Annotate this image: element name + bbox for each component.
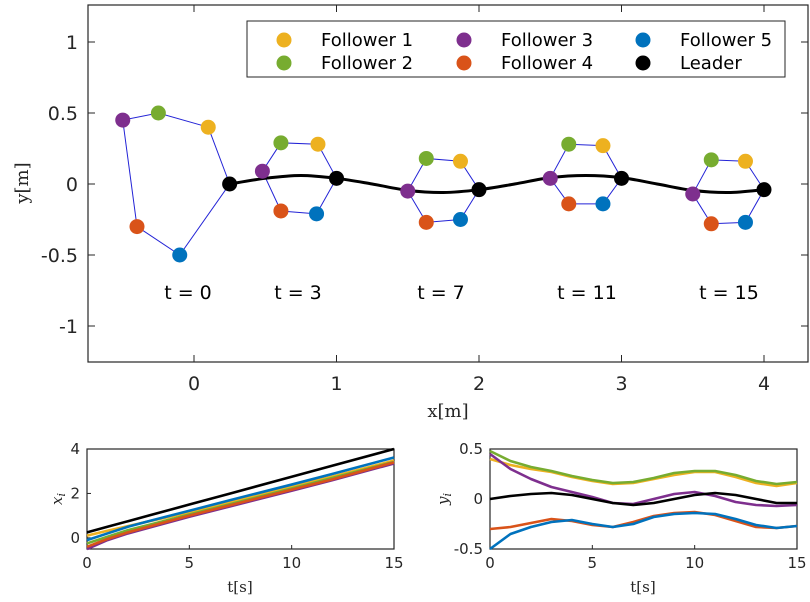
leader-point <box>222 176 238 192</box>
time-annotation: t = 0 <box>164 282 212 304</box>
main-x-tick-label: 1 <box>330 373 342 395</box>
x-plot-x-tick-label: 0 <box>82 554 92 572</box>
legend-label: Follower 4 <box>501 53 593 74</box>
x-plot-y-tick-label: 0 <box>70 529 80 547</box>
x-plot-y-label: xi <box>48 493 68 505</box>
main-x-tick-label: 4 <box>758 373 770 395</box>
y-plot-series-follower5 <box>489 511 798 551</box>
legend-marker <box>635 32 651 48</box>
legend-marker <box>456 32 472 48</box>
legend-label: Follower 3 <box>501 30 593 51</box>
legend-label: Follower 2 <box>321 53 413 74</box>
x-position-plot: 0 5 10 15 4 2 0 t[s] xi <box>48 440 404 596</box>
x-plot-series-follower5 <box>86 456 395 542</box>
x-plot-x-tick-label: 5 <box>185 554 195 572</box>
follower-4-point <box>418 214 434 230</box>
y-plot-y-tick-label: 0.5 <box>459 440 483 458</box>
y-plot-series-follower3 <box>489 452 798 508</box>
legend-box <box>246 20 786 78</box>
x-plot-x-tick-label: 15 <box>384 554 403 572</box>
follower-2-point <box>418 150 434 166</box>
main-y-tick-label: -1 <box>59 316 78 338</box>
y-plot-area <box>489 448 798 550</box>
leader-point <box>471 182 487 198</box>
follower-1-point <box>595 138 611 154</box>
follower-2-point <box>561 136 577 152</box>
follower-1-point <box>310 136 326 152</box>
time-annotation: t = 11 <box>557 282 617 304</box>
follower-5-point <box>172 247 188 263</box>
x-plot-series-leader <box>86 447 395 534</box>
main-x-tick-label: 3 <box>615 373 627 395</box>
y-plot-x-tick-label: 10 <box>685 554 704 572</box>
y-plot-x-tick-label: 15 <box>787 554 806 572</box>
legend: Follower 1 Follower 3 Follower 5 Follower 2… <box>246 20 786 78</box>
x-plot-y-tick-label: 4 <box>70 440 80 458</box>
main-y-tick-label: 1 <box>66 32 78 54</box>
leader-point <box>614 170 629 186</box>
follower-2-point <box>703 152 719 168</box>
legend-marker <box>635 55 651 71</box>
x-plot-x-label: t[s] <box>227 578 252 596</box>
follower-4-point <box>561 196 577 212</box>
time-annotation: t = 15 <box>699 282 759 304</box>
follower-5-point <box>737 214 753 230</box>
y-plot-x-tick-label: 0 <box>485 554 495 572</box>
y-plot-series-follower4 <box>489 510 798 531</box>
legend-marker <box>456 55 472 71</box>
legend-label: Leader <box>680 53 742 74</box>
follower-3-point <box>542 170 558 186</box>
y-position-plot: 0 5 10 150.50-0.5 t[s] yi <box>434 440 807 596</box>
main-y-label: y[m] <box>12 162 33 204</box>
leader-point <box>756 182 772 198</box>
follower-3-point <box>115 112 131 128</box>
time-annotation: t = 3 <box>274 282 322 304</box>
follower-2-point <box>150 105 166 121</box>
y-plot-x-label: t[s] <box>630 578 655 596</box>
main-x-tick-label: 0 <box>188 373 200 395</box>
follower-5-point <box>452 212 468 227</box>
follower-1-point <box>452 153 468 169</box>
y-plot-y-tick-label: 0 <box>473 490 483 508</box>
x-plot-series-follower4 <box>86 461 395 548</box>
leader-trajectory <box>229 173 765 195</box>
legend-marker <box>276 55 292 71</box>
legend-marker <box>276 32 292 48</box>
y-plot-x-tick-label: 5 <box>588 554 598 572</box>
follower-4-point <box>273 203 289 219</box>
follower-1-point <box>737 153 753 169</box>
main-y-tick-label: 0.5 <box>48 103 78 125</box>
legend-label: Follower 1 <box>321 30 413 51</box>
time-annotation: t = 7 <box>417 282 465 304</box>
y-plot-y-label: yi <box>434 493 454 506</box>
y-plot-y-tick-label: -0.5 <box>454 540 483 558</box>
follower-4-point <box>703 216 719 232</box>
trajectory-plot: 0 1 2 3 4 1 0.5 0 -0.5 -1 t = 0 t = 3 t = 7 t = 11 t … <box>12 4 809 422</box>
main-y-tick-label: -0.5 <box>41 245 78 267</box>
follower-1-point <box>200 119 216 135</box>
y-plot-series-leader <box>489 491 797 507</box>
follower-3-point <box>685 186 701 202</box>
x-plot-series-follower1 <box>86 459 395 537</box>
leader-point <box>329 170 344 186</box>
x-plot-y-tick-label: 2 <box>70 484 80 502</box>
main-x-label: x[m] <box>427 401 468 422</box>
y-plot-series-follower2 <box>489 449 798 486</box>
follower-2-point <box>273 135 289 151</box>
follower-5-point <box>595 196 611 212</box>
x-plot-x-tick-label: 10 <box>282 554 301 572</box>
follower-4-point <box>129 219 145 235</box>
main-y-tick-label: 0 <box>66 174 78 196</box>
follower-3-point <box>400 183 416 199</box>
follower-3-point <box>254 163 270 179</box>
follower-5-point <box>309 206 325 222</box>
legend-label: Follower 5 <box>680 30 772 51</box>
main-x-tick-label: 2 <box>473 373 485 395</box>
